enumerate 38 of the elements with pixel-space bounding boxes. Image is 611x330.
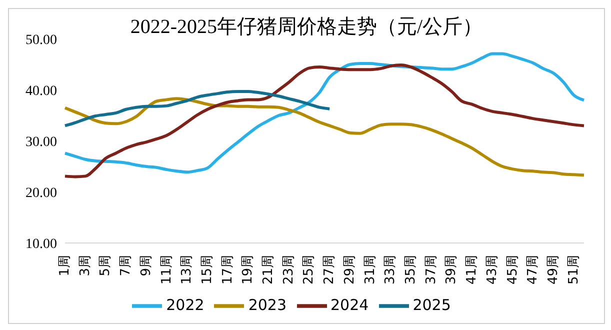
line-series [64,97,586,177]
x-tick-label: 23周 [281,255,296,285]
y-tick-label: 30.00 [26,134,57,150]
chart-title: 2022-2025年仔猪周价格走势（元/公斤） [130,16,483,38]
x-tick-label: 13周 [180,255,195,285]
x-tick-label: 37周 [424,255,439,285]
x-tick-label: 1周 [58,255,72,276]
line-series [64,90,332,128]
legend-label: 2022 [166,296,204,314]
x-tick-label: 25周 [302,255,317,285]
x-tick-label: 21周 [261,255,276,285]
x-tick-label: 41周 [464,255,480,285]
x-tick-label: 49周 [546,255,561,285]
x-tick-label: 7周 [118,255,134,276]
x-tick-label: 19周 [240,255,256,285]
x-tick-label: 11周 [159,255,174,285]
x-tick-label: 29周 [342,255,358,285]
x-tick-label: 47周 [526,255,541,285]
x-tick-label: 27周 [322,255,338,285]
y-tick-label: 50.00 [26,32,57,48]
x-tick-label: 51周 [566,255,582,285]
x-tick-label: 5周 [98,255,114,276]
legend-label: 2025 [412,296,451,314]
legend-label: 2024 [330,296,369,314]
x-tick-label: 9周 [138,255,154,276]
y-tick-label: 20.00 [26,186,57,201]
x-tick-label: 45周 [505,255,520,285]
x-tick-label: 33周 [383,255,398,285]
legend-label: 2023 [248,296,286,314]
x-tick-label: 39周 [444,255,460,285]
y-tick-label: 40.00 [26,84,57,99]
x-tick-label: 17周 [220,255,236,285]
x-tick-label: 3周 [78,255,93,276]
x-tick-label: 43周 [484,255,500,285]
y-tick-label: 10.00 [26,236,57,252]
x-tick-label: 35周 [404,255,418,285]
x-tick-label: 15周 [200,255,215,285]
x-tick-label: 31周 [362,255,378,285]
